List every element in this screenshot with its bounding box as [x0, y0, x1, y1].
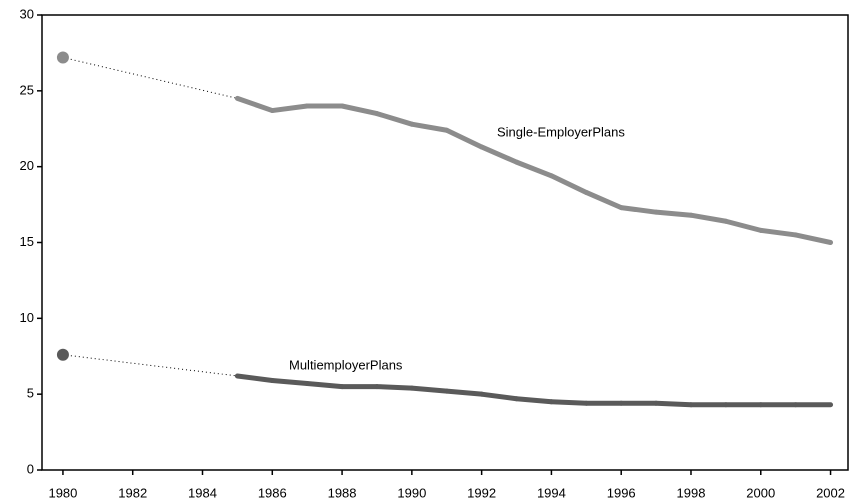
- x-tick-label: 1984: [188, 485, 217, 500]
- x-tick-label: 1988: [328, 485, 357, 500]
- series-line: [234, 373, 275, 384]
- series-line: [514, 396, 554, 405]
- series-line: [374, 384, 415, 391]
- x-tick-label: 1992: [467, 485, 496, 500]
- y-tick-label: 20: [20, 158, 34, 173]
- y-tick-label: 5: [27, 386, 34, 401]
- series-line: [653, 400, 694, 408]
- connector-line: [62, 56, 238, 99]
- series-line: [618, 205, 659, 215]
- x-tick-label: 1998: [677, 485, 706, 500]
- series-line: [444, 127, 485, 150]
- series-line: [269, 378, 310, 387]
- y-tick-label: 10: [20, 310, 34, 325]
- y-tick-label: 15: [20, 234, 34, 249]
- plot-frame: [41, 14, 849, 471]
- y-tick-label: 30: [20, 6, 34, 21]
- x-tick-label: 1986: [258, 485, 287, 500]
- series-line: [514, 159, 554, 179]
- series-line: [374, 111, 415, 127]
- x-tick-label: 1990: [397, 485, 426, 500]
- series-line: [653, 209, 694, 218]
- connector-line: [62, 354, 238, 377]
- series-line: [234, 95, 275, 114]
- series-label: Single-EmployerPlans: [497, 124, 625, 139]
- series-line: [758, 227, 799, 238]
- series-line: [444, 388, 485, 397]
- series-line: [548, 399, 589, 406]
- start-point: [56, 348, 69, 361]
- series-line: [583, 189, 624, 211]
- x-tick-label: 2002: [816, 485, 845, 500]
- y-tick-label: 25: [20, 82, 34, 97]
- x-tick-label: 2000: [746, 485, 775, 500]
- start-point: [56, 51, 69, 64]
- x-tick-label: 1994: [537, 485, 566, 500]
- series-line: [548, 173, 589, 195]
- series-line: [269, 103, 310, 114]
- series-line: [479, 391, 520, 402]
- y-tick-label: 0: [27, 461, 34, 476]
- x-tick-label: 1996: [607, 485, 636, 500]
- series-line: [409, 121, 450, 133]
- series-line: [304, 381, 345, 390]
- series-label: MultiemployerPlans: [289, 357, 403, 372]
- series-line: [688, 212, 729, 224]
- series-line: [723, 218, 764, 233]
- x-tick-label: 1982: [118, 485, 147, 500]
- series-line: [793, 232, 834, 245]
- series-line: [409, 385, 450, 394]
- x-tick-label: 1980: [48, 485, 77, 500]
- series-line: [339, 103, 380, 117]
- series-line: [479, 144, 520, 165]
